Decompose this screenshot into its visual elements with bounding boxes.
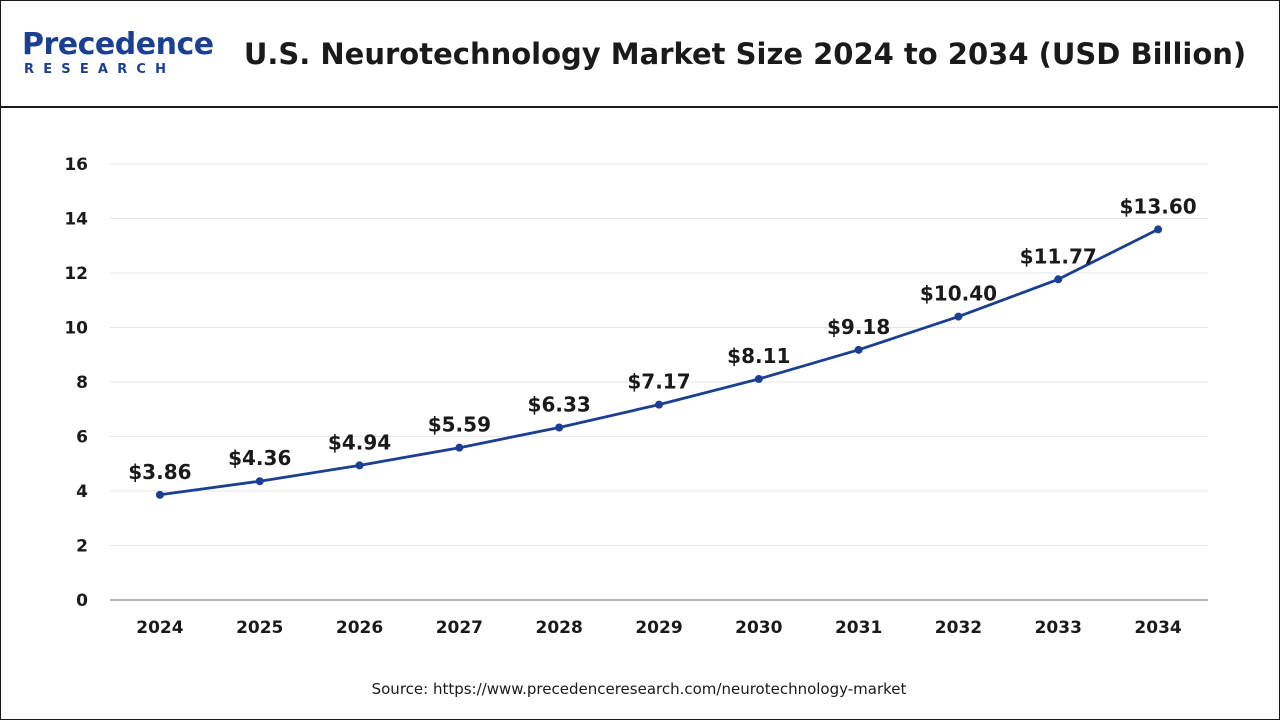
y-tick-label: 8 [76,373,88,393]
x-tick-label: 2032 [935,618,982,638]
x-tick-label: 2033 [1035,618,1082,638]
logo-subtitle: RESEARCH [24,62,176,77]
logo-wordmark: Precedence [22,27,214,62]
data-label: $11.77 [1020,244,1097,268]
data-label: $9.18 [827,315,890,339]
x-tick-label: 2034 [1134,618,1181,638]
data-point [455,443,464,452]
data-label: $4.36 [228,446,291,470]
data-label: $13.60 [1119,194,1196,218]
data-label: $8.11 [727,344,790,368]
data-label: $3.86 [128,460,191,484]
data-point [754,375,763,384]
series-line [159,228,1159,497]
data-point [854,345,863,354]
x-tick-label: 2031 [835,618,882,638]
x-tick-label: 2025 [236,618,283,638]
data-point [255,477,264,486]
data-point [655,400,663,409]
y-tick-label: 16 [64,155,88,175]
data-label: $6.33 [528,393,591,417]
x-tick-label: 2024 [136,618,183,638]
y-tick-label: 0 [76,591,88,611]
x-tick-label: 2029 [635,618,682,638]
data-point [555,423,564,432]
x-tick-label: 2030 [735,618,782,638]
data-point [155,490,164,499]
data-point [1054,275,1063,284]
x-tick-label: 2028 [536,618,583,638]
y-tick-label: 14 [64,210,88,230]
x-tick-label: 2027 [436,618,483,638]
y-tick-label: 2 [76,537,88,557]
brand-logo: Precedence RESEARCH [22,27,214,84]
y-tick-label: 10 [64,319,88,339]
data-label: $10.40 [920,282,997,306]
data-point [954,312,963,321]
source-note: Source: https://www.precedenceresearch.c… [371,680,907,698]
chart-title: U.S. Neurotechnology Market Size 2024 to… [243,37,1247,71]
data-point [1154,225,1163,234]
data-label: $7.17 [627,370,690,394]
data-label: $4.94 [328,430,391,454]
y-tick-label: 6 [76,428,88,448]
y-tick-label: 4 [76,482,88,502]
x-tick-label: 2026 [336,618,383,638]
header: Precedence RESEARCH U.S. Neurotechnology… [0,0,1278,108]
data-point [355,461,364,470]
data-label: $5.59 [428,413,491,437]
line-chart: 0 2 4 6 8 10 12 14 16 2024 2025 2026 2027 2028 2029 203… [64,155,1208,638]
y-tick-label: 12 [64,264,88,284]
